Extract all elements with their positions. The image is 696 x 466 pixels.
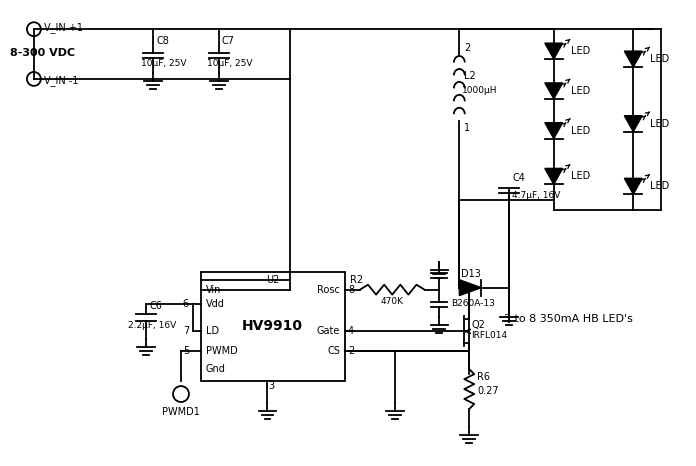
Text: 2: 2: [348, 346, 354, 356]
Text: HV9910: HV9910: [242, 319, 303, 334]
Text: V_IN +1: V_IN +1: [44, 22, 83, 33]
Text: LED: LED: [650, 181, 670, 191]
Text: CS: CS: [327, 346, 340, 356]
Text: Vdd: Vdd: [206, 299, 225, 308]
Text: B260A-13: B260A-13: [452, 299, 496, 308]
Text: 3 to 8 350mA HB LED's: 3 to 8 350mA HB LED's: [504, 315, 633, 324]
Text: LED: LED: [650, 119, 670, 129]
Text: PWMD1: PWMD1: [162, 407, 200, 417]
Polygon shape: [545, 123, 562, 138]
Text: Vin: Vin: [206, 285, 221, 295]
Text: 3: 3: [269, 381, 275, 391]
Text: V_IN -1: V_IN -1: [44, 75, 79, 86]
Text: R2: R2: [350, 275, 363, 285]
Bar: [201, 272, 345, 381]
Text: 7: 7: [183, 326, 189, 336]
Text: 5: 5: [183, 346, 189, 356]
Text: C6: C6: [149, 301, 162, 310]
Text: 4.7μF, 16V: 4.7μF, 16V: [512, 191, 560, 200]
Text: 2: 2: [464, 43, 470, 53]
Polygon shape: [459, 280, 481, 295]
Text: Rosc: Rosc: [317, 285, 340, 295]
Text: 1000μH: 1000μH: [462, 86, 498, 96]
Text: Gate: Gate: [317, 326, 340, 336]
Text: 4: 4: [348, 326, 354, 336]
Text: PWMD: PWMD: [206, 346, 237, 356]
Text: 1: 1: [464, 123, 470, 133]
Polygon shape: [545, 168, 562, 184]
Text: U2: U2: [266, 275, 279, 285]
Polygon shape: [545, 43, 562, 59]
Text: LED: LED: [571, 86, 590, 96]
Text: C8: C8: [156, 36, 169, 46]
Polygon shape: [624, 51, 642, 67]
Text: LD: LD: [206, 326, 219, 336]
Text: L2: L2: [464, 71, 476, 81]
Text: C4: C4: [512, 173, 525, 183]
Polygon shape: [624, 116, 642, 131]
Text: 8-300 VDC: 8-300 VDC: [10, 48, 75, 58]
Text: R6: R6: [477, 372, 490, 382]
Text: IRFL014: IRFL014: [471, 331, 507, 340]
Text: 2.2μF, 16V: 2.2μF, 16V: [128, 321, 177, 330]
Polygon shape: [545, 83, 562, 99]
Polygon shape: [624, 178, 642, 194]
Text: Q2: Q2: [471, 321, 485, 330]
Text: LED: LED: [571, 171, 590, 181]
Text: 10μF, 25V: 10μF, 25V: [207, 59, 253, 68]
Text: LED: LED: [571, 46, 590, 56]
Text: 470K: 470K: [380, 297, 403, 306]
Text: 10μF, 25V: 10μF, 25V: [141, 59, 187, 68]
Text: D13: D13: [461, 269, 481, 279]
Text: 8: 8: [348, 285, 354, 295]
Text: 6: 6: [183, 299, 189, 308]
Text: Gnd: Gnd: [206, 364, 226, 374]
Text: 0.27: 0.27: [477, 386, 499, 396]
Text: LED: LED: [650, 54, 670, 64]
Text: LED: LED: [571, 126, 590, 136]
Text: C7: C7: [222, 36, 235, 46]
